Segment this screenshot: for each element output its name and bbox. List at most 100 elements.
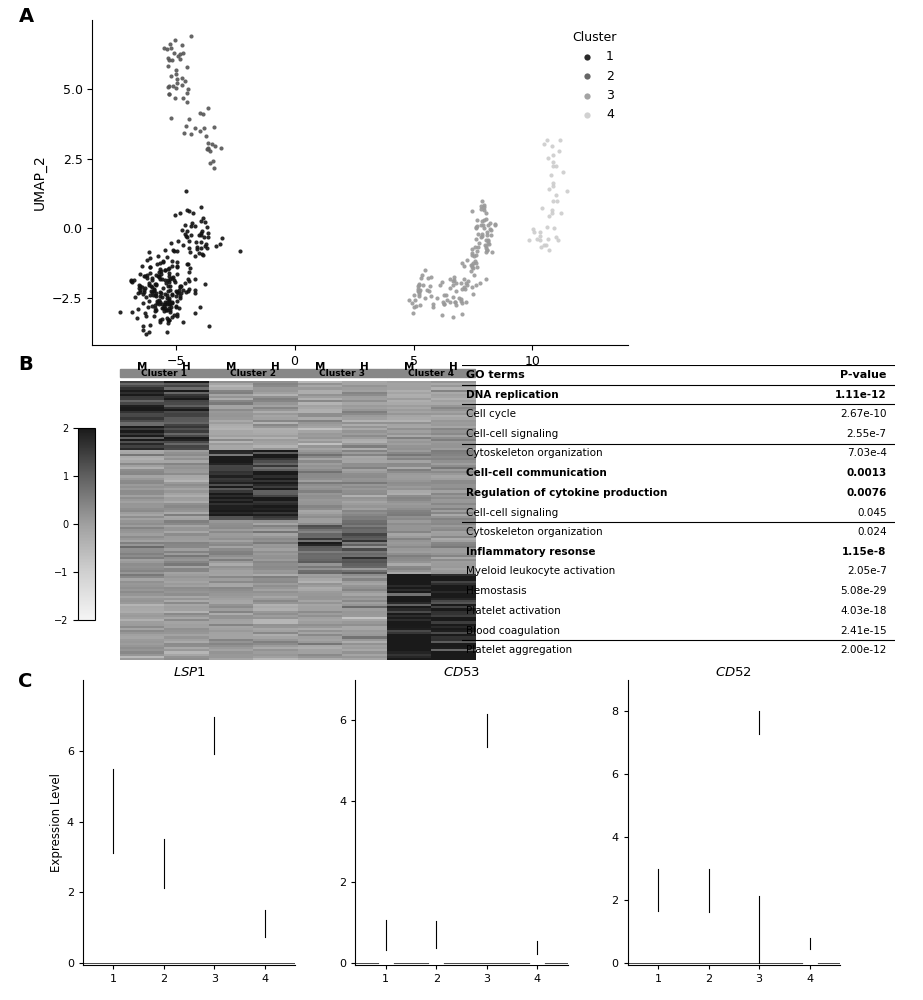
1 [148,303,162,319]
1 [190,239,205,255]
2 [207,160,222,176]
4 [556,164,570,180]
3 [461,273,475,289]
3 [435,274,450,290]
4 [546,158,561,174]
4 [545,178,560,194]
3 [446,277,461,293]
1 [172,282,186,298]
2 [163,68,178,84]
Text: M: M [403,362,414,372]
1 [152,255,167,271]
3 [411,278,426,294]
3 [474,229,489,245]
2 [174,37,189,53]
Text: P-value: P-value [840,370,887,380]
1 [201,318,216,334]
Text: 4.03e-18: 4.03e-18 [840,606,887,616]
4 [533,224,547,240]
4 [552,143,567,159]
4 [546,220,561,236]
Text: Cell-cell communication: Cell-cell communication [466,468,606,478]
1 [170,308,185,324]
3 [478,211,493,227]
3 [417,290,432,306]
1 [159,294,174,310]
1 [155,271,170,287]
1 [162,278,177,294]
3 [473,275,487,291]
Text: Cluster 4: Cluster 4 [408,369,454,378]
3 [424,269,438,285]
Title: $\it{LSP1}$: $\it{LSP1}$ [173,666,206,679]
1 [182,233,197,249]
1 [141,244,156,260]
3 [406,287,421,303]
3 [448,294,462,310]
1 [169,293,184,309]
1 [196,210,210,226]
3 [469,220,484,236]
2 [201,100,216,116]
1 [146,283,161,299]
Text: B: B [18,355,33,374]
2 [179,118,194,134]
1 [157,303,172,319]
4 [537,136,552,152]
1 [150,256,164,272]
2 [171,48,186,64]
1 [198,276,212,292]
Text: DNA replication: DNA replication [466,389,558,399]
1 [143,278,158,294]
3 [413,282,427,298]
1 [162,274,176,290]
1 [143,259,158,275]
1 [151,248,166,264]
1 [136,295,150,311]
Bar [387,369,475,377]
1 [184,227,198,243]
1 [156,280,171,296]
Y-axis label: UMAP_2: UMAP_2 [32,155,47,210]
Text: Cell-cell signaling: Cell-cell signaling [466,508,558,518]
1 [188,234,203,250]
1 [152,284,167,300]
Text: Cluster 3: Cluster 3 [319,369,366,378]
1 [153,271,168,287]
1 [172,300,186,316]
3 [468,253,483,269]
1 [136,322,150,338]
3 [470,259,485,275]
1 [155,300,170,316]
3 [412,277,426,293]
3 [470,239,485,255]
2 [170,75,185,91]
3 [481,235,496,251]
1 [125,304,139,320]
1 [156,298,171,314]
1 [183,244,198,260]
Text: Myeloid leukocyte activation: Myeloid leukocyte activation [466,566,615,576]
4 [545,205,559,221]
1 [143,265,158,281]
3 [415,277,430,293]
1 [164,270,179,286]
4 [545,138,560,154]
1 [179,202,194,218]
2 [162,36,177,52]
1 [163,299,178,315]
3 [454,275,469,291]
1 [160,296,174,312]
1 [162,300,176,316]
4 [545,202,559,218]
3 [481,232,496,248]
1 [152,312,167,328]
3 [474,226,489,242]
3 [406,305,421,321]
3 [454,293,469,309]
1 [152,288,167,304]
2 [200,140,215,156]
Text: Cluster 1: Cluster 1 [141,369,187,378]
Legend: 1, 2, 3, 4: 1, 2, 3, 4 [567,26,621,126]
3 [417,262,432,278]
